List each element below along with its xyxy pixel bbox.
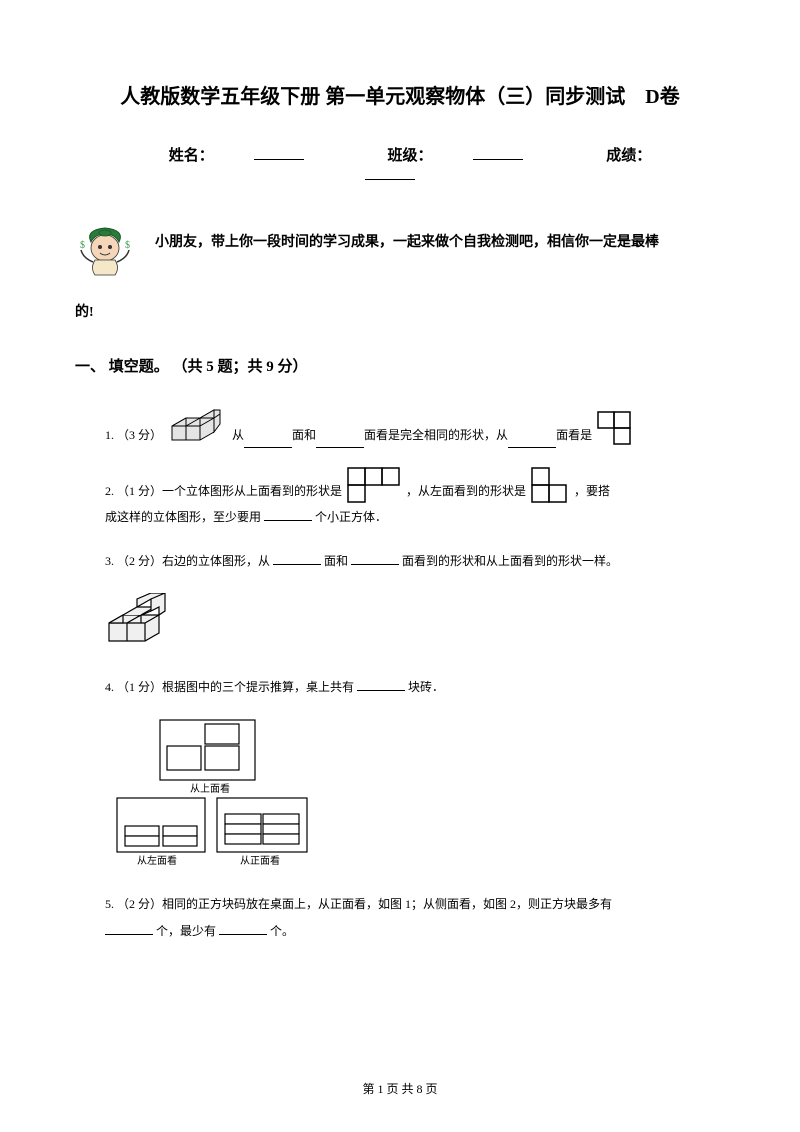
q1-solid-icon: [166, 406, 228, 448]
blank: [219, 923, 267, 935]
q1-t1: 从: [232, 422, 244, 448]
question-2: 2. （1 分）一个立体图形从上面看到的形状是 ，从左面看到的形状是 ，要搭 成…: [105, 466, 725, 530]
name-label: 姓名：: [169, 148, 214, 164]
q3-prefix: 3. （2 分）右边的立体图形，从: [105, 554, 270, 568]
blank: [244, 436, 292, 448]
q5-t1: 个，最少有: [156, 924, 216, 938]
question-3: 3. （2 分）右边的立体图形，从 面和 面看到的形状和从上面看到的形状一样。: [105, 548, 725, 574]
q5-t2: 个。: [270, 924, 294, 938]
encouragement-line2: 的!: [75, 295, 725, 330]
q4-views-icon: 从上面看 从左面看 从正面看: [115, 718, 325, 868]
q2-prefix: 2. （1 分）一个立体图形从上面看到的形状是: [105, 478, 342, 504]
q1-t3: 面看是完全相同的形状，从: [364, 422, 508, 448]
q3-t1: 面和: [324, 554, 348, 568]
q1-flat-icon: [596, 410, 634, 448]
q1-prefix: 1. （3 分）: [105, 422, 162, 448]
class-blank: [473, 145, 523, 160]
q4-prefix: 4. （1 分）根据图中的三个提示推算，桌上共有: [105, 680, 354, 694]
name-blank: [254, 145, 304, 160]
q2-t2: ，要搭: [574, 478, 610, 504]
class-label: 班级：: [387, 148, 432, 164]
q1-t2: 面和: [292, 422, 316, 448]
q2-top-view-icon: [346, 466, 402, 504]
q4-caption-front: 从正面看: [240, 854, 280, 867]
q5-prefix: 5. （2 分）相同的正方块码放在桌面上，从正面看，如图 1；从侧面看，如图 2…: [105, 897, 612, 911]
blank: [273, 553, 321, 565]
q2-t1: ，从左面看到的形状是: [406, 478, 526, 504]
q2-left-view-icon: [530, 466, 570, 504]
blank: [264, 509, 312, 521]
blank: [508, 436, 556, 448]
blank: [105, 923, 153, 935]
blank: [351, 553, 399, 565]
question-1: 1. （3 分） 从 面和 面看是完全相同的形状，从 面看是: [105, 406, 725, 448]
page-title: 人教版数学五年级下册 第一单元观察物体（三）同步测试 D卷: [75, 80, 725, 109]
question-5: 5. （2 分）相同的正方块码放在桌面上，从正面看，如图 1；从侧面看，如图 2…: [105, 891, 725, 944]
question-4: 4. （1 分）根据图中的三个提示推算，桌上共有 块砖．: [105, 674, 725, 700]
student-info-row: 姓名： 班级： 成绩：: [75, 144, 725, 185]
svg-text:$: $: [125, 240, 130, 251]
score-blank: [365, 165, 415, 180]
section-1-heading: 一、 填空题。 （共 5 题；共 9 分）: [75, 355, 725, 376]
blank: [316, 436, 364, 448]
mascot-icon: $ $: [75, 220, 135, 285]
q2-line2b: 个小正方体．: [315, 510, 387, 524]
page-footer: 第 1 页 共 8 页: [0, 1080, 800, 1097]
q1-t4: 面看是: [556, 422, 592, 448]
score-label: 成绩：: [606, 148, 651, 164]
q3-t2: 面看到的形状和从上面看到的形状一样。: [402, 554, 618, 568]
encouragement-line1: 小朋友，带上你一段时间的学习成果，一起来做个自我检测吧，相信你一定是最棒: [155, 225, 659, 260]
q4-suffix: 块砖．: [408, 680, 444, 694]
svg-text:$: $: [80, 240, 85, 251]
q3-solid-icon: [105, 593, 180, 651]
q4-caption-left: 从左面看: [137, 854, 177, 867]
blank: [357, 679, 405, 691]
q4-caption-top: 从上面看: [190, 782, 230, 795]
q2-line2a: 成这样的立体图形，至少要用: [105, 510, 261, 524]
